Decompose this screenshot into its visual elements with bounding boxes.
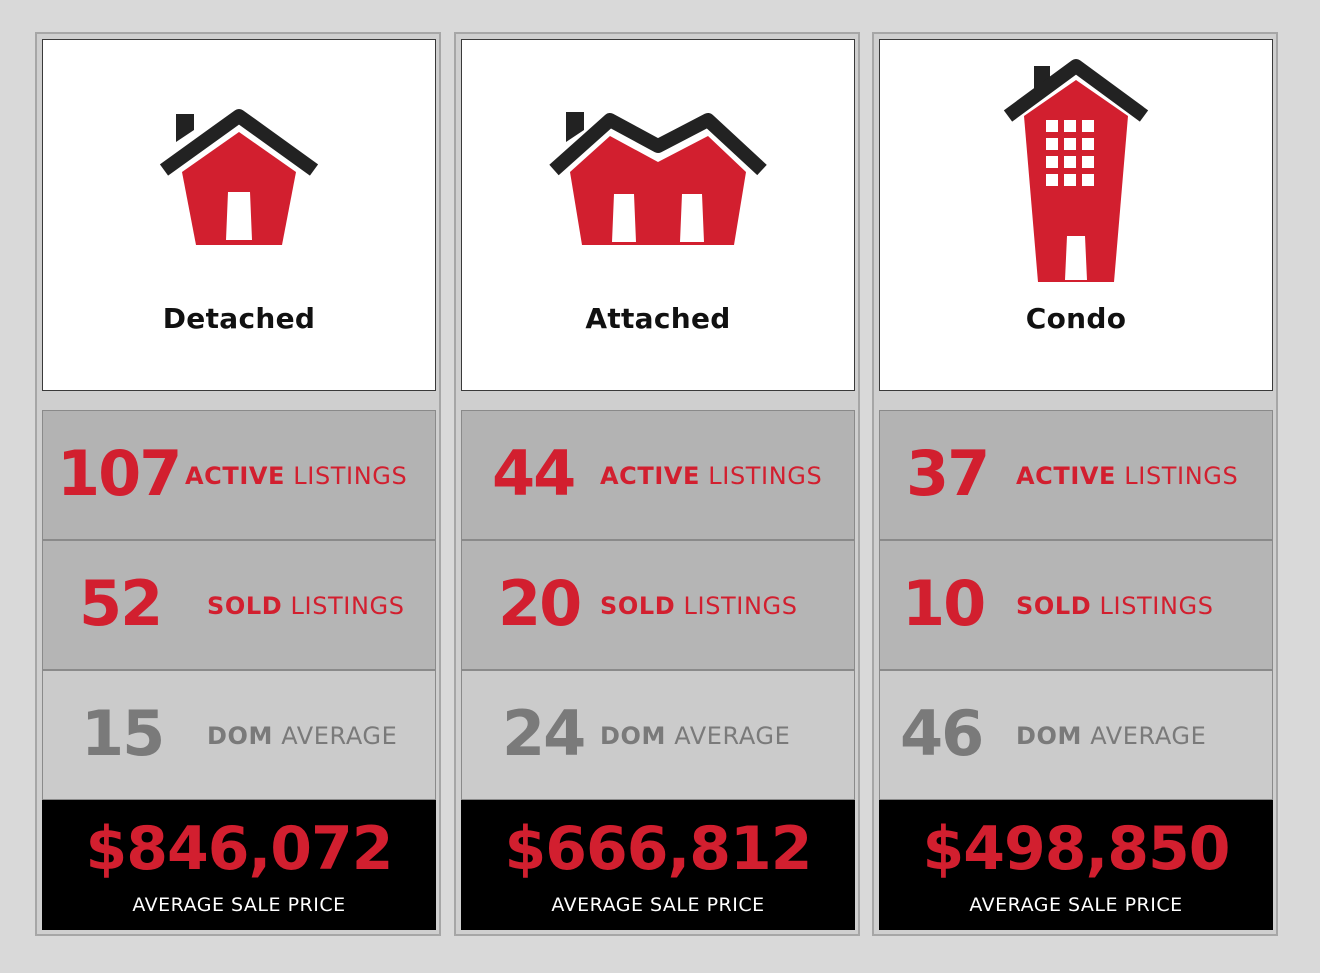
dom-label: DOM AVERAGE: [207, 722, 398, 750]
dom-value: 24: [502, 697, 586, 770]
average-sale-price: $498,850: [922, 814, 1230, 884]
attached-column: Attached 44 ACTIVE LISTINGS 20 SOLD LIST…: [454, 32, 860, 936]
average-sale-price-label: AVERAGE SALE PRICE: [132, 894, 346, 916]
dom-value: 46: [900, 697, 984, 770]
attached-title: Attached: [585, 302, 731, 335]
average-sale-price-label: AVERAGE SALE PRICE: [969, 894, 1183, 916]
active-label: ACTIVE LISTINGS: [185, 462, 408, 490]
detached-header: Detached: [42, 39, 436, 391]
detached-column: Detached 107 ACTIVE LISTINGS 52 SOLD LIS…: [35, 32, 441, 936]
sold-label: SOLD LISTINGS: [600, 592, 798, 620]
average-sale-price: $846,072: [85, 814, 393, 884]
condo-dom-row: 46 DOM AVERAGE: [879, 670, 1273, 800]
active-count: 107: [57, 437, 182, 510]
attached-header: Attached: [461, 39, 855, 391]
dom-label: DOM AVERAGE: [600, 722, 791, 750]
attached-house-icon: [462, 90, 854, 300]
detached-price-box: $846,072 AVERAGE SALE PRICE: [42, 800, 436, 930]
sold-count: 10: [902, 567, 986, 640]
condo-building-icon: [880, 50, 1272, 282]
attached-dom-row: 24 DOM AVERAGE: [461, 670, 855, 800]
detached-sold-row: 52 SOLD LISTINGS: [42, 540, 436, 670]
active-label: ACTIVE LISTINGS: [1016, 462, 1239, 490]
condo-column: Condo 37 ACTIVE LISTINGS 10 SOLD LISTING…: [872, 32, 1278, 936]
detached-house-icon: [43, 90, 435, 300]
average-sale-price: $666,812: [504, 814, 812, 884]
detached-dom-row: 15 DOM AVERAGE: [42, 670, 436, 800]
attached-sold-row: 20 SOLD LISTINGS: [461, 540, 855, 670]
attached-active-row: 44 ACTIVE LISTINGS: [461, 410, 855, 540]
condo-title: Condo: [1025, 302, 1127, 335]
dom-value: 15: [81, 697, 165, 770]
sold-label: SOLD LISTINGS: [207, 592, 405, 620]
active-label: ACTIVE LISTINGS: [600, 462, 823, 490]
condo-active-row: 37 ACTIVE LISTINGS: [879, 410, 1273, 540]
active-count: 37: [906, 437, 990, 510]
condo-sold-row: 10 SOLD LISTINGS: [879, 540, 1273, 670]
dom-label: DOM AVERAGE: [1016, 722, 1207, 750]
condo-price-box: $498,850 AVERAGE SALE PRICE: [879, 800, 1273, 930]
sold-count: 52: [79, 567, 163, 640]
active-count: 44: [492, 437, 576, 510]
average-sale-price-label: AVERAGE SALE PRICE: [551, 894, 765, 916]
attached-price-box: $666,812 AVERAGE SALE PRICE: [461, 800, 855, 930]
condo-header: Condo: [879, 39, 1273, 391]
detached-title: Detached: [162, 302, 316, 335]
sold-count: 20: [498, 567, 582, 640]
detached-active-row: 107 ACTIVE LISTINGS: [42, 410, 436, 540]
sold-label: SOLD LISTINGS: [1016, 592, 1214, 620]
